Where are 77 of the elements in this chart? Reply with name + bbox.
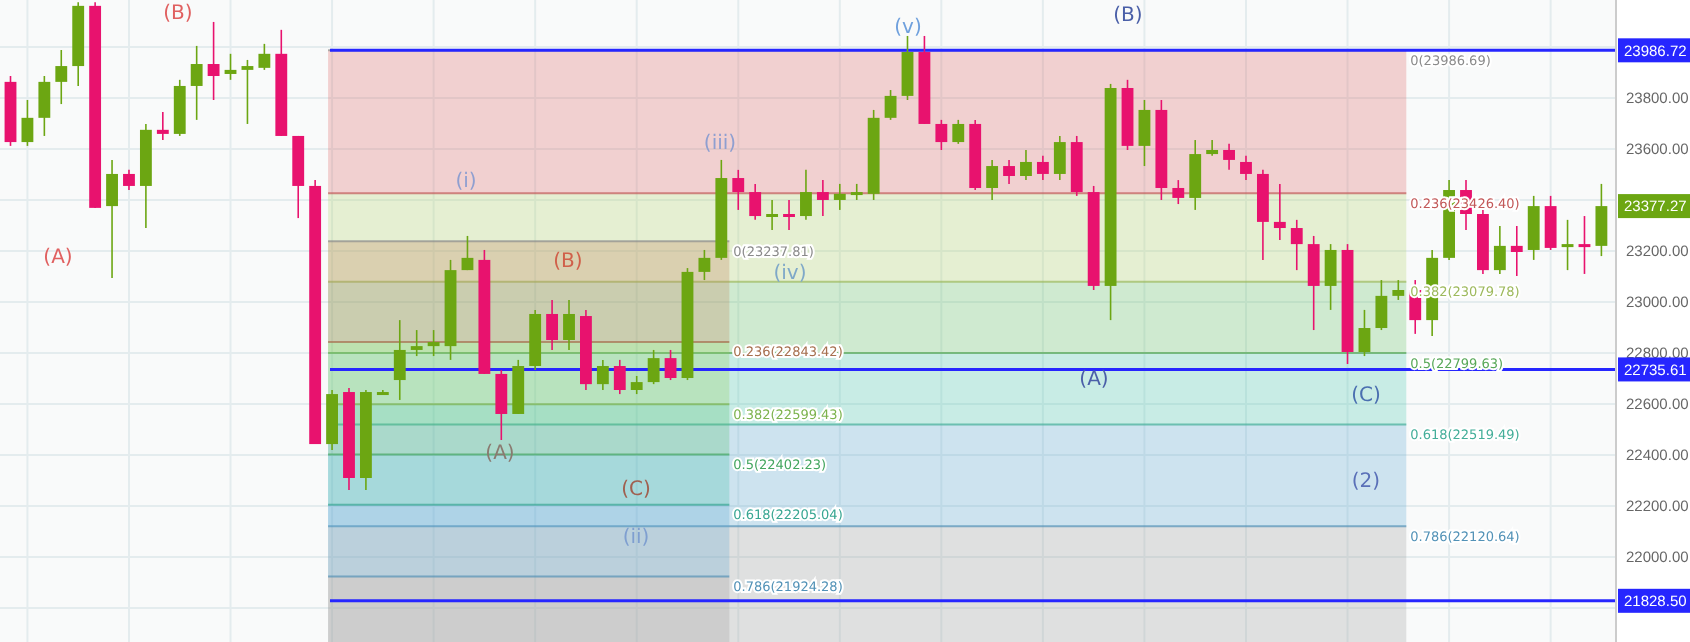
candlestick (1510, 225, 1523, 277)
annotation: (2) (1351, 471, 1381, 493)
candlestick (106, 159, 118, 279)
candlestick (512, 359, 525, 415)
candlestick (461, 235, 474, 271)
candlestick (1172, 179, 1185, 205)
candlestick (800, 169, 812, 221)
candlestick (1375, 279, 1388, 331)
candlestick (596, 359, 609, 391)
candlestick (766, 199, 779, 231)
candlestick (1020, 149, 1032, 181)
candlestick (224, 53, 237, 81)
candlestick (410, 329, 423, 357)
candlestick (1003, 159, 1015, 185)
candlestick (1544, 195, 1557, 251)
candlestick (952, 119, 965, 145)
annotation: (v) (894, 17, 922, 39)
candlestick (901, 35, 914, 101)
candlestick (1358, 309, 1371, 357)
candlestick (935, 119, 948, 151)
candlestick (986, 159, 999, 201)
candlestick (1290, 219, 1303, 271)
candlestick (393, 319, 406, 401)
candlestick (21, 99, 34, 147)
annotation: (B) (163, 3, 193, 25)
candlestick (1324, 243, 1337, 311)
candlestick (647, 349, 660, 385)
candlestick (546, 299, 559, 351)
candlestick (207, 21, 220, 101)
candlestick (173, 79, 186, 137)
annotation: (B) (1113, 5, 1143, 27)
candlestick (816, 179, 829, 217)
candlestick (1561, 219, 1574, 271)
annotation: (A) (1079, 369, 1109, 391)
candlestick (884, 89, 897, 121)
candlestick (1595, 183, 1608, 257)
candlestick (38, 75, 51, 137)
candlestick (698, 249, 711, 281)
candlestick (850, 183, 863, 201)
candlestick (563, 299, 575, 351)
candlestick (1273, 183, 1286, 241)
candlestick (1578, 215, 1591, 275)
candlestick (1493, 225, 1506, 275)
annotation: (ii) (622, 527, 650, 549)
candlestick (630, 375, 643, 395)
candlestick (783, 199, 795, 231)
candlestick (1036, 155, 1049, 181)
candlestick (156, 111, 169, 141)
annotation: (iv) (773, 263, 807, 285)
candlestick (749, 183, 762, 221)
candlestick (1206, 139, 1219, 157)
candlestick (190, 45, 203, 121)
candlestick (1223, 143, 1235, 171)
candlestick (258, 43, 271, 71)
candlestick (427, 329, 440, 357)
candlestick (732, 169, 745, 211)
candlestick (664, 349, 677, 381)
candlestick (241, 59, 254, 125)
candlestick (1138, 99, 1151, 167)
candlestick (1053, 135, 1066, 181)
annotation: (iii) (703, 133, 737, 155)
candlestick (613, 359, 626, 395)
candlestick (1256, 169, 1269, 261)
annotation: (i) (455, 171, 477, 193)
candlestick (123, 169, 135, 191)
annotation: (A) (43, 247, 73, 269)
annotation: (B) (553, 251, 583, 273)
candlestick (1307, 235, 1320, 331)
annotation: (C) (621, 479, 651, 501)
candlestick (495, 369, 508, 441)
candlestick (55, 49, 68, 105)
candlestick (833, 183, 846, 211)
candlestick (1392, 279, 1405, 301)
candlestick (1240, 155, 1252, 181)
candlestick (1527, 195, 1540, 261)
annotation: (C) (1351, 385, 1381, 407)
candlestick (1189, 139, 1202, 211)
